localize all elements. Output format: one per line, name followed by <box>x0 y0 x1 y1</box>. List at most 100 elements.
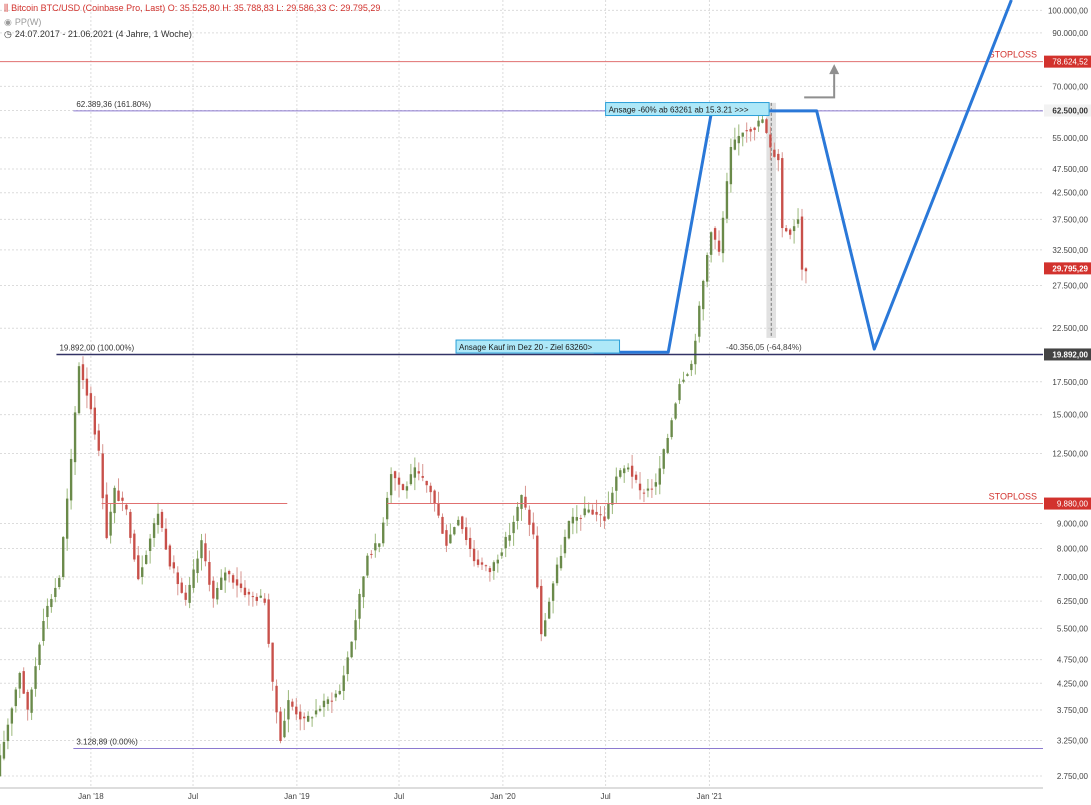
candle-body <box>551 583 555 601</box>
fib-level-label: 19.892,00 (100.00%) <box>59 343 134 352</box>
candle-body <box>58 577 61 588</box>
stoploss-tag <box>1044 497 1091 510</box>
candle-body <box>81 364 85 381</box>
candle-body <box>559 555 563 569</box>
candle-body <box>492 562 496 571</box>
candle-body <box>504 536 507 549</box>
candle-body <box>662 449 665 469</box>
candle-body <box>745 130 748 132</box>
candle-body <box>338 690 341 695</box>
candle-body <box>433 490 436 504</box>
candle-body <box>429 485 432 493</box>
candle-body <box>682 379 685 382</box>
candle-body <box>188 584 191 603</box>
price-tag-label: 62.500,00 <box>1052 107 1088 116</box>
candle-body <box>516 506 519 522</box>
candle-body <box>761 119 764 123</box>
eye-icon: ◉ <box>4 17 12 27</box>
y-tick-label: 55.000,00 <box>1052 134 1088 143</box>
candle-body <box>547 601 551 619</box>
plot-area <box>0 0 1043 788</box>
y-tick-label: 6.250,00 <box>1057 597 1089 606</box>
candle-body <box>50 598 53 608</box>
candle-body <box>528 509 531 525</box>
candle-body <box>567 520 571 539</box>
candle-body <box>532 522 535 535</box>
candle-body <box>512 521 515 534</box>
candle-body <box>658 468 661 485</box>
candle-body <box>291 701 294 707</box>
x-tick-label: Jan '20 <box>490 792 516 801</box>
candle-body <box>117 490 120 501</box>
candle-body <box>271 642 274 682</box>
y-tick-label: 17.500,00 <box>1052 378 1088 387</box>
candle-body <box>382 522 385 544</box>
candle-body <box>646 488 650 491</box>
candle-body <box>717 240 721 252</box>
candle-body <box>524 496 527 508</box>
y-tick-label: 5.500,00 <box>1057 624 1089 633</box>
candle-body <box>405 486 409 491</box>
candle-body <box>804 268 808 272</box>
candle-body <box>318 708 322 711</box>
candle-body <box>73 412 77 463</box>
y-tick-label: 8.000,00 <box>1057 545 1089 554</box>
x-tick-label: Jul <box>188 792 198 801</box>
x-tick-label: Jul <box>600 792 610 801</box>
candle-body <box>6 724 10 742</box>
candle-body <box>702 280 705 310</box>
candle-body <box>749 128 752 132</box>
candle-body <box>160 511 164 528</box>
candle-body <box>626 467 630 470</box>
candle-body <box>706 255 709 282</box>
candlestick-icon: ⫼ <box>4 3 9 13</box>
annotation-box <box>605 102 770 117</box>
candle-body <box>591 509 594 515</box>
candle-body <box>737 135 740 144</box>
candle-body <box>587 509 590 513</box>
stoploss-label: STOPLOSS <box>989 50 1037 60</box>
candle-body <box>725 181 729 219</box>
price-tag <box>1044 104 1091 117</box>
candle-body <box>212 580 215 599</box>
candle-body <box>741 132 744 137</box>
candle-body <box>599 514 602 516</box>
candle-body <box>615 476 618 491</box>
candle-body <box>283 720 286 738</box>
fib-level-label: 62.389,36 (161.80%) <box>76 100 151 109</box>
candle-body <box>781 158 784 229</box>
candle-body <box>346 657 349 675</box>
candle-body <box>10 708 14 724</box>
candle-body <box>239 583 243 589</box>
price-tag-label: 19.892,00 <box>1052 350 1088 359</box>
x-tick-label: Jul <box>394 792 404 801</box>
candle-body <box>184 592 187 600</box>
candle-body <box>753 127 756 131</box>
y-tick-label: 4.750,00 <box>1057 656 1089 665</box>
candle-body <box>141 567 144 577</box>
candle-body <box>208 561 211 585</box>
candle-body <box>125 504 128 510</box>
candle-body <box>89 393 93 410</box>
candle-body <box>713 228 717 240</box>
candle-body <box>267 599 270 644</box>
y-tick-label: 3.250,00 <box>1057 736 1089 745</box>
candle-body <box>235 579 239 586</box>
candle-body <box>200 540 203 559</box>
annotation-box <box>455 339 621 354</box>
x-tick-label: Jan '21 <box>697 792 723 801</box>
candle-body <box>85 378 89 396</box>
candle-body <box>488 568 492 573</box>
candle-body <box>773 149 776 157</box>
arrow-path <box>804 74 836 99</box>
candle-body <box>409 474 413 485</box>
candle-body <box>14 689 17 707</box>
candle-body <box>299 711 302 720</box>
candle-body <box>18 673 21 689</box>
candle-body <box>46 605 49 618</box>
stoploss-tag-label: 78.624,52 <box>1052 58 1088 67</box>
y-tick-label: 3.750,00 <box>1057 706 1089 715</box>
candle-body <box>413 467 417 478</box>
candle-body <box>295 706 298 715</box>
